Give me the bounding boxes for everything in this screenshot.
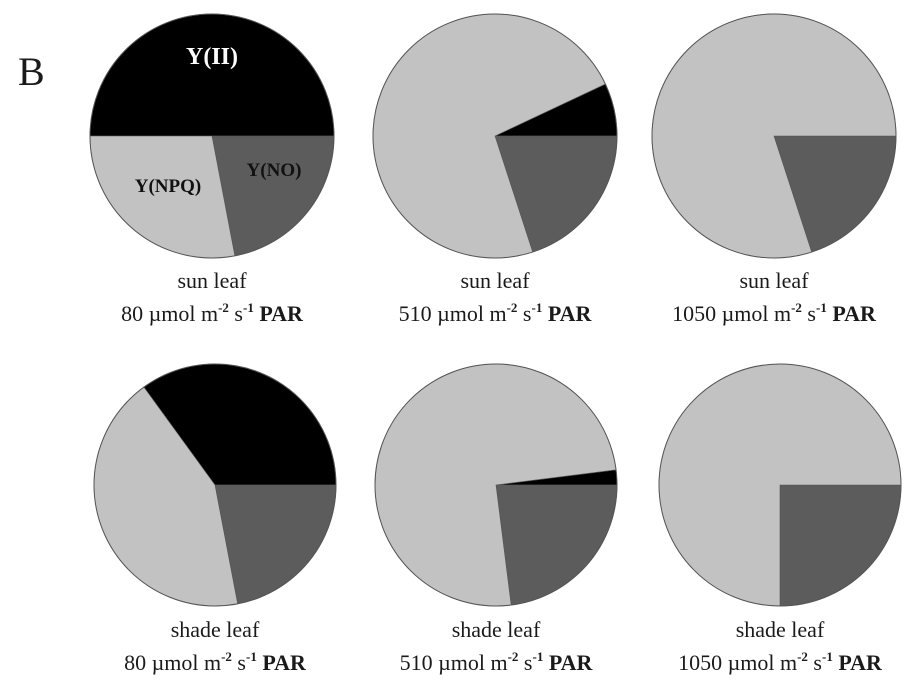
pie-slice-ynpq bbox=[89, 135, 236, 259]
pie-chart-6 bbox=[658, 363, 902, 607]
panel-letter: B bbox=[18, 49, 45, 94]
caption-leaf-type: shade leaf bbox=[170, 617, 260, 642]
pie-outline bbox=[658, 363, 902, 607]
slice-label-ynpq: Y(NPQ) bbox=[135, 176, 201, 197]
pie-chart-3 bbox=[651, 13, 897, 259]
pie-outline bbox=[89, 13, 335, 259]
pie-caption: shade leaf 510 µmol m-2 s-1 PAR bbox=[346, 617, 646, 676]
pie-caption: sun leaf 1050 µmol m-2 s-1 PAR bbox=[624, 268, 922, 327]
caption-light-intensity: 80 µmol m-2 s-1 PAR bbox=[124, 649, 306, 676]
slice-label-yno: Y(NO) bbox=[247, 160, 302, 181]
caption-light-intensity: 510 µmol m-2 s-1 PAR bbox=[399, 649, 593, 676]
pie-chart-5 bbox=[374, 363, 618, 607]
caption-leaf-type: sun leaf bbox=[460, 268, 530, 293]
pie-outline bbox=[372, 13, 618, 259]
pie-slice-yii bbox=[89, 13, 335, 137]
pie-slice-yno bbox=[779, 484, 902, 607]
caption-leaf-type: shade leaf bbox=[735, 617, 825, 642]
caption-leaf-type: sun leaf bbox=[177, 268, 247, 293]
caption-light-intensity: 1050 µmol m-2 s-1 PAR bbox=[678, 649, 882, 676]
caption-light-intensity: 80 µmol m-2 s-1 PAR bbox=[121, 300, 303, 327]
pie-outline bbox=[374, 363, 618, 607]
pie-chart-4 bbox=[93, 363, 337, 607]
pie-caption: shade leaf 1050 µmol m-2 s-1 PAR bbox=[630, 617, 922, 676]
pie-caption: sun leaf 510 µmol m-2 s-1 PAR bbox=[345, 268, 645, 327]
pie-caption: sun leaf 80 µmol m-2 s-1 PAR bbox=[62, 268, 362, 327]
pie-outline bbox=[93, 363, 337, 607]
caption-leaf-type: shade leaf bbox=[451, 617, 541, 642]
caption-leaf-type: sun leaf bbox=[739, 268, 809, 293]
pie-caption: shade leaf 80 µmol m-2 s-1 PAR bbox=[65, 617, 365, 676]
pie-chart-1: Y(II) Y(NO) Y(NPQ) bbox=[89, 13, 335, 259]
pie-outline bbox=[651, 13, 897, 259]
pie-slice-yno bbox=[495, 484, 618, 606]
slice-label-yii: Y(II) bbox=[186, 44, 238, 70]
caption-light-intensity: 510 µmol m-2 s-1 PAR bbox=[398, 300, 592, 327]
caption-light-intensity: 1050 µmol m-2 s-1 PAR bbox=[672, 300, 876, 327]
pie-chart-2 bbox=[372, 13, 618, 259]
